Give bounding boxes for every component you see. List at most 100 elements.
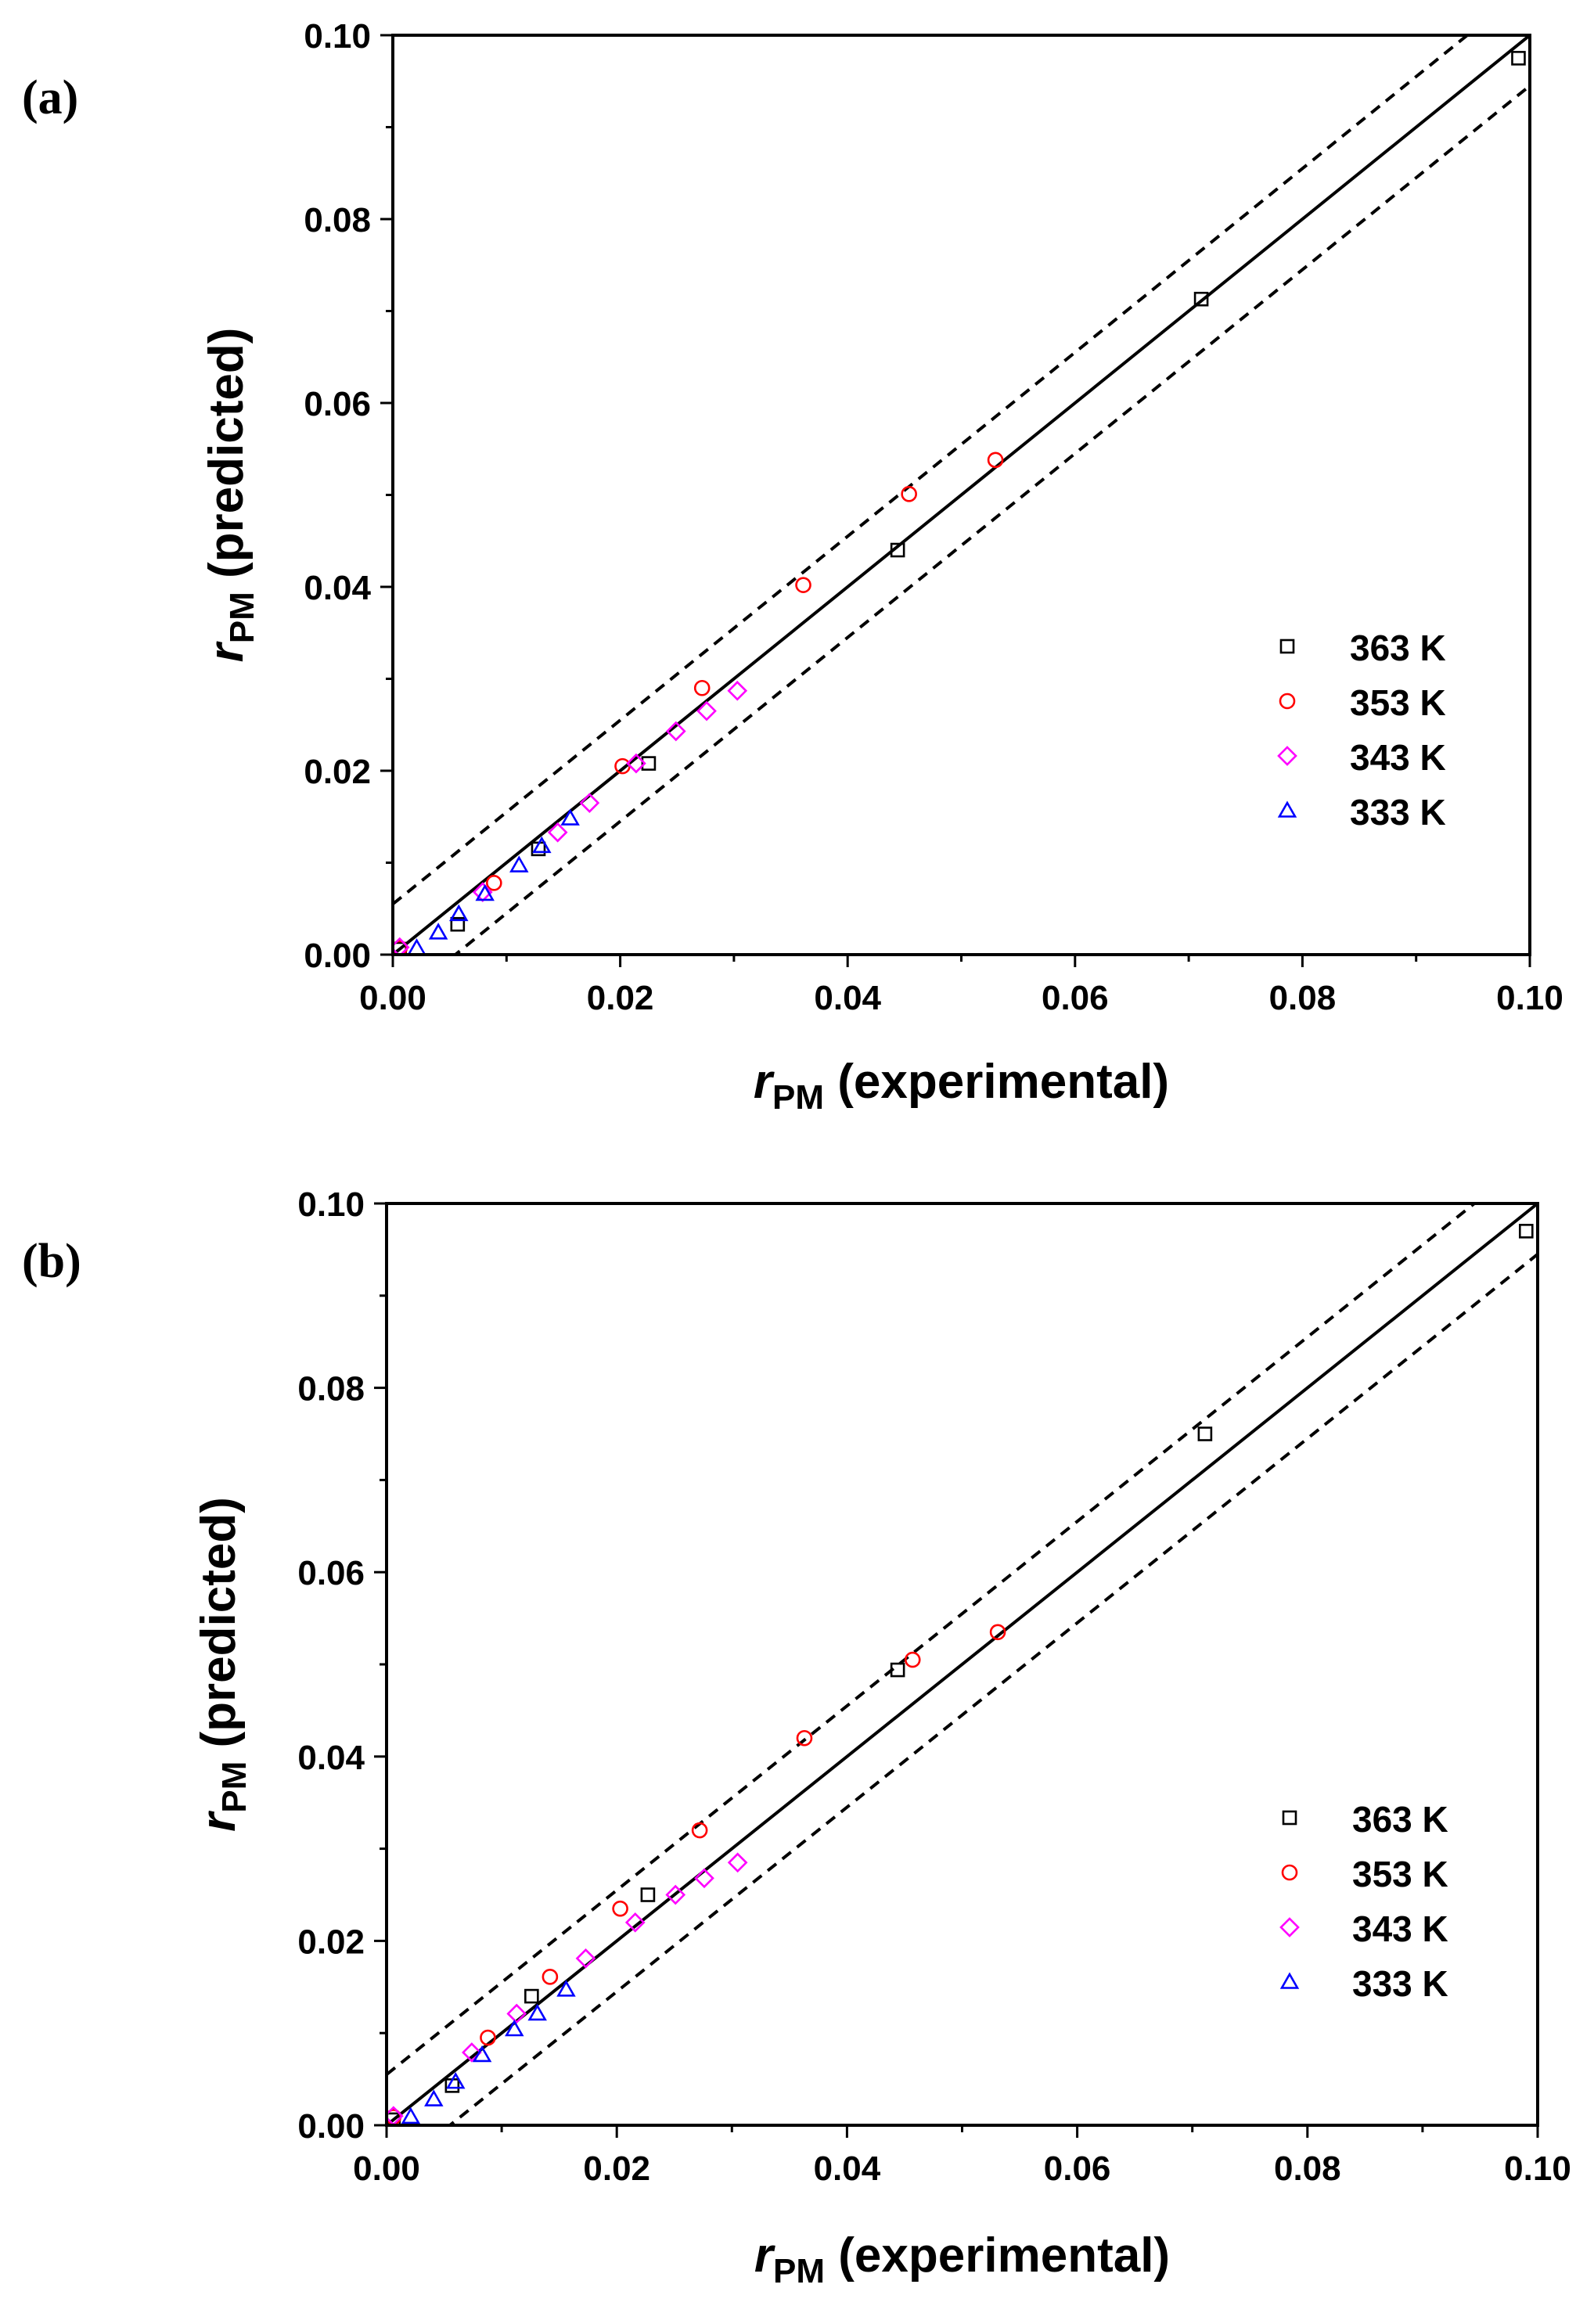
data-point [424,2089,444,2106]
data-point [505,2019,524,2037]
x-tick-label: 0.10 [1504,2150,1571,2188]
y-axis-title-symbol: r [200,641,254,662]
x-tick-label: 0.06 [1042,979,1109,1017]
data-point [475,883,495,901]
y-tick-label: 0.02 [304,753,371,791]
x-tick-label: 0.04 [814,2150,881,2188]
data-point [527,2003,547,2021]
y-axis-title-subscript: PM [215,1761,254,1813]
x-tick-label: 0.02 [587,979,654,1017]
data-points [393,51,1526,955]
x-tick-label: 0.00 [353,2150,420,2188]
legend-marker [1279,693,1296,710]
legend-marker [1277,800,1297,818]
legend-marker [1282,1810,1297,1826]
data-point [509,855,529,872]
data-point [556,1980,576,1997]
x-tick-label: 0.06 [1044,2150,1111,2188]
x-tick-label: 0.08 [1274,2150,1341,2188]
data-point [691,1822,708,1839]
data-point [532,836,552,854]
y-axis-title-symbol: r [192,1811,246,1832]
data-point [1518,1224,1534,1239]
data-point [795,577,811,593]
data-point [890,1662,905,1678]
chart-panel-a: (a) 0.00 0.00 0.02 0.02 0.04 0.04 0.06 0.06 0.08 0… [22,17,1563,1117]
data-point [904,1651,921,1668]
data-points [387,1224,1534,2125]
legend-label: 353 K [1352,1854,1448,1894]
legend-label: 333 K [1350,792,1446,833]
legend-label: 333 K [1352,1963,1448,2004]
data-point [890,542,905,558]
data-point [579,793,600,813]
y-tick-label: 0.00 [304,937,371,975]
x-axis-title: rPM (experimental) [754,2229,1170,2290]
data-point [694,1868,714,1889]
data-point [449,904,469,922]
y-axis-title-text: (predicted) [200,328,254,592]
legend-marker [1277,746,1297,766]
y-tick-label: 0.08 [297,1370,365,1408]
legend: 363 K 353 K 343 K 333 K [1279,1799,1448,2004]
data-point [547,822,568,843]
data-point [446,2072,466,2089]
x-axis-title-subscript: PM [772,1078,824,1117]
data-point [989,1624,1006,1641]
parity-line [387,1203,1538,2125]
y-tick-label: 0.10 [304,17,371,56]
data-point [626,753,646,774]
data-point [401,2106,421,2124]
x-axis-title: rPM (experimental) [754,1055,1169,1117]
data-point [1197,1426,1213,1441]
data-point [727,1852,748,1873]
y-tick-label: 0.04 [297,1739,365,1777]
x-tick-label: 0.00 [359,979,426,1017]
upper-bound-line [387,1203,1477,2076]
data-point [1511,51,1526,66]
chart-panel-b: (b) 0.00 0.00 0.02 0.02 0.04 0.04 0.06 0.06 0.08 0… [22,1185,1571,2290]
data-point [665,1884,686,1905]
data-point [640,1887,656,1902]
x-axis-title-text: (experimental) [824,1055,1169,1109]
legend-marker [1279,1972,1300,1989]
data-point [796,1729,813,1747]
legend-marker [1281,1864,1298,1881]
x-axis-title-symbol: r [754,2229,775,2283]
legend-marker [1279,1917,1300,1937]
legend-label: 363 K [1350,628,1446,668]
data-point [696,700,717,721]
data-point [575,1948,596,1969]
panel-label: (a) [22,71,78,124]
legend-marker [1279,639,1295,654]
legend: 363 K 353 K 343 K 333 K [1277,628,1446,833]
data-point [486,875,502,891]
data-point [901,486,917,502]
data-point [480,2029,496,2046]
lower-bound-line [447,1253,1538,2125]
data-point [624,1912,646,1933]
x-tick-label: 0.10 [1496,979,1563,1017]
x-axis-title-subscript: PM [773,2252,825,2290]
x-tick-label: 0.08 [1269,979,1337,1017]
y-axis-title-subscript: PM [223,592,261,643]
data-point [462,2042,482,2063]
y-tick-label: 0.10 [297,1185,365,1224]
lower-bound-line [452,85,1530,955]
data-point [693,679,711,696]
y-axis-title: rPM (predicted) [200,328,261,663]
reference-lines [387,1203,1538,2125]
data-point [1193,291,1209,307]
data-point [727,680,748,701]
data-point [407,938,426,955]
legend-label: 343 K [1350,737,1446,778]
legend-label: 343 K [1352,1908,1448,1949]
data-point [524,1988,539,2004]
x-tick-label: 0.02 [583,2150,650,2188]
data-point [450,916,466,932]
y-tick-label: 0.06 [304,385,371,423]
y-tick-label: 0.02 [297,1923,365,1961]
legend-label: 363 K [1352,1799,1448,1840]
data-point [641,756,657,771]
